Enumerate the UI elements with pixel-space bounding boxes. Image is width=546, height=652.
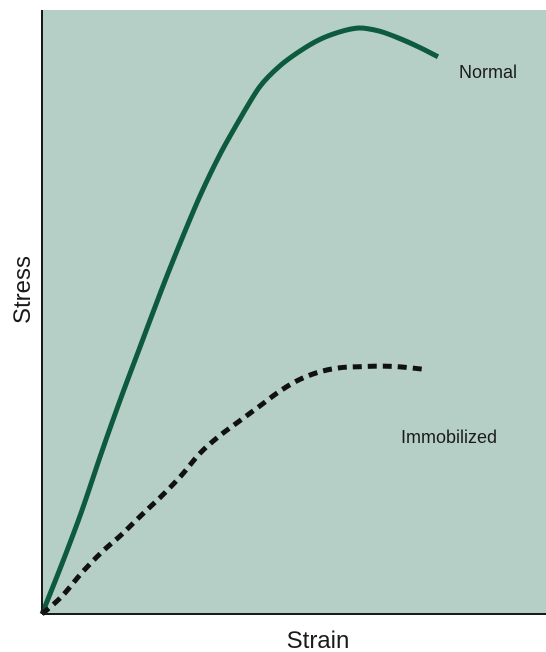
y-axis-label: Stress — [9, 256, 36, 324]
plot-background — [42, 10, 546, 614]
series-label-immobilized: Immobilized — [401, 427, 497, 447]
series-line-immobilized — [40, 363, 423, 616]
series-label-normal: Normal — [459, 62, 517, 82]
series-layer — [39, 25, 440, 616]
series-line-normal — [39, 25, 440, 615]
x-axis-label: Strain — [287, 627, 350, 652]
